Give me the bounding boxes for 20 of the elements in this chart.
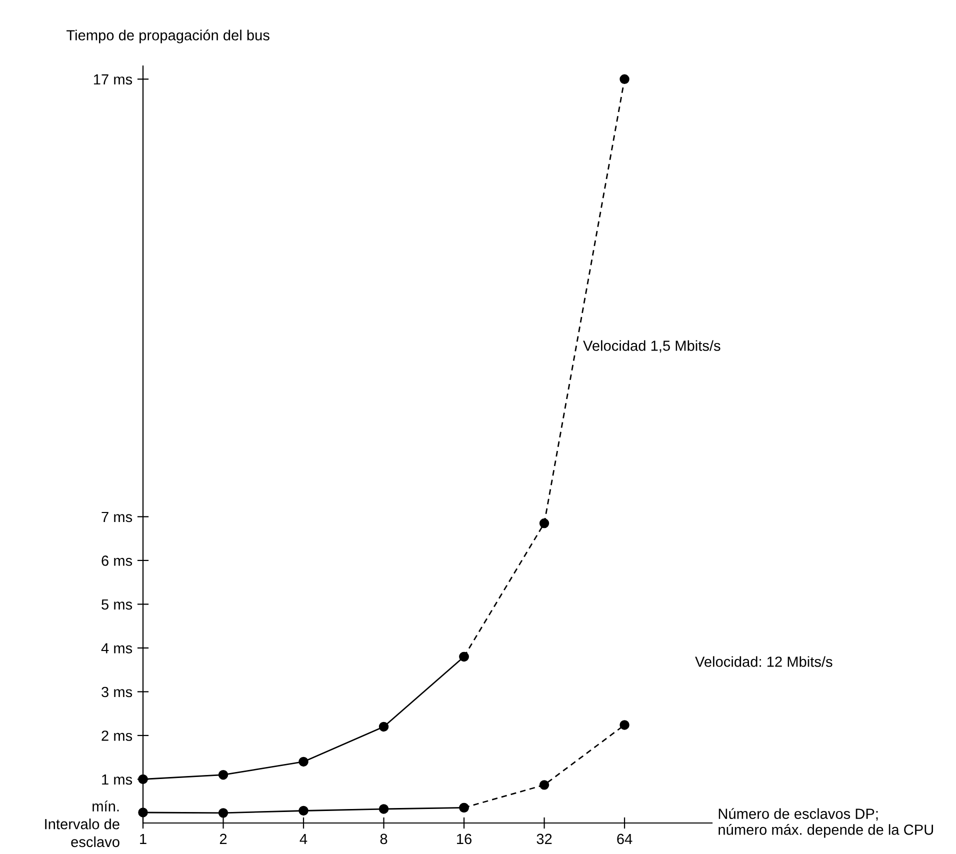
x-tick-label: 2 xyxy=(220,834,227,844)
x-axis-title: Número de esclavos DP; número máx. depende de la CPU xyxy=(718,808,934,838)
y-tick-label: 3 ms xyxy=(102,686,132,698)
x-tick-label: 32 xyxy=(536,834,552,844)
y-tick-label: 7 ms xyxy=(102,512,132,522)
text: mín. Intervalo de esclavo xyxy=(45,800,120,848)
y-tick-label: 4 ms xyxy=(101,643,132,654)
y-tick-label: 6 ms xyxy=(102,556,132,566)
y-tick-label: 17 ms xyxy=(94,74,132,85)
x-tick-label: 16 xyxy=(457,834,472,844)
annotation: Velocidad 1,5 Mbits/s xyxy=(583,340,720,353)
annotation: Velocidad: 12 Mbits/s xyxy=(695,656,832,667)
y-tick-label: 5 ms xyxy=(102,599,132,610)
y-axis-title: Tiempo de propagación del bus xyxy=(66,30,270,44)
y-tick-label: 1 ms xyxy=(102,774,132,785)
x-tick-label: 8 xyxy=(380,834,388,844)
x-tick-label: 64 xyxy=(617,834,632,844)
x-tick-label: 4 xyxy=(300,834,308,844)
x-tick-label: 1 xyxy=(140,834,146,844)
y-tick-label: 2 ms xyxy=(102,730,132,741)
